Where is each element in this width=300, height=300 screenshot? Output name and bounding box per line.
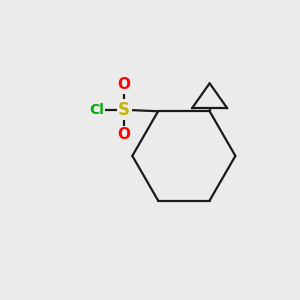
Text: O: O: [118, 77, 131, 92]
Text: Cl: Cl: [89, 103, 104, 117]
Text: S: S: [118, 101, 130, 119]
Text: O: O: [118, 127, 131, 142]
